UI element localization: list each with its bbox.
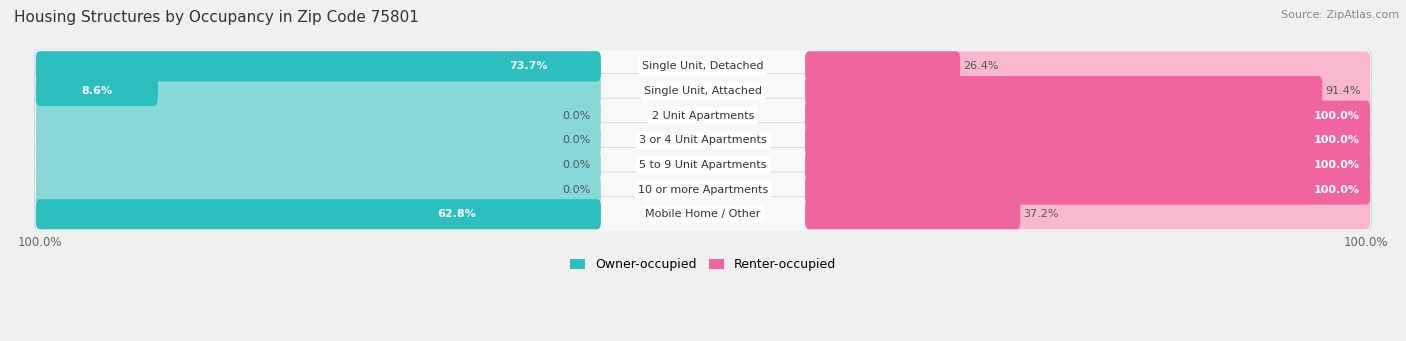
FancyBboxPatch shape <box>35 76 157 106</box>
FancyBboxPatch shape <box>806 51 960 81</box>
FancyBboxPatch shape <box>806 150 1371 180</box>
Text: 100.0%: 100.0% <box>1313 110 1360 121</box>
Text: 2 Unit Apartments: 2 Unit Apartments <box>652 110 754 121</box>
Text: 5 to 9 Unit Apartments: 5 to 9 Unit Apartments <box>640 160 766 170</box>
FancyBboxPatch shape <box>35 101 600 131</box>
FancyBboxPatch shape <box>806 125 1371 155</box>
FancyBboxPatch shape <box>35 74 1371 108</box>
Text: Mobile Home / Other: Mobile Home / Other <box>645 209 761 219</box>
Text: 37.2%: 37.2% <box>1024 209 1059 219</box>
FancyBboxPatch shape <box>35 199 600 229</box>
FancyBboxPatch shape <box>806 76 1371 106</box>
Text: 0.0%: 0.0% <box>562 110 591 121</box>
Text: 26.4%: 26.4% <box>963 61 998 71</box>
FancyBboxPatch shape <box>35 51 600 81</box>
FancyBboxPatch shape <box>806 101 1371 131</box>
Text: 100.0%: 100.0% <box>1313 160 1360 170</box>
FancyBboxPatch shape <box>806 199 1371 229</box>
Legend: Owner-occupied, Renter-occupied: Owner-occupied, Renter-occupied <box>565 253 841 276</box>
FancyBboxPatch shape <box>806 76 1322 106</box>
Text: 0.0%: 0.0% <box>562 184 591 195</box>
FancyBboxPatch shape <box>35 123 1371 158</box>
FancyBboxPatch shape <box>35 199 600 229</box>
Text: 3 or 4 Unit Apartments: 3 or 4 Unit Apartments <box>640 135 766 145</box>
FancyBboxPatch shape <box>35 175 600 205</box>
Text: Source: ZipAtlas.com: Source: ZipAtlas.com <box>1281 10 1399 20</box>
FancyBboxPatch shape <box>35 147 1371 182</box>
FancyBboxPatch shape <box>806 199 1021 229</box>
Text: 0.0%: 0.0% <box>562 160 591 170</box>
FancyBboxPatch shape <box>35 76 600 106</box>
Text: 8.6%: 8.6% <box>82 86 112 96</box>
FancyBboxPatch shape <box>35 172 1371 207</box>
Text: Housing Structures by Occupancy in Zip Code 75801: Housing Structures by Occupancy in Zip C… <box>14 10 419 25</box>
FancyBboxPatch shape <box>35 150 600 180</box>
FancyBboxPatch shape <box>806 101 1371 131</box>
FancyBboxPatch shape <box>806 175 1371 205</box>
FancyBboxPatch shape <box>35 125 600 155</box>
Text: 91.4%: 91.4% <box>1324 86 1361 96</box>
FancyBboxPatch shape <box>35 51 600 81</box>
FancyBboxPatch shape <box>806 125 1371 155</box>
FancyBboxPatch shape <box>806 175 1371 205</box>
FancyBboxPatch shape <box>806 51 1371 81</box>
Text: 100.0%: 100.0% <box>1313 184 1360 195</box>
Text: Single Unit, Detached: Single Unit, Detached <box>643 61 763 71</box>
Text: 10 or more Apartments: 10 or more Apartments <box>638 184 768 195</box>
Text: 73.7%: 73.7% <box>509 61 548 71</box>
FancyBboxPatch shape <box>35 49 1371 84</box>
FancyBboxPatch shape <box>35 197 1371 232</box>
FancyBboxPatch shape <box>806 150 1371 180</box>
Text: Single Unit, Attached: Single Unit, Attached <box>644 86 762 96</box>
Text: 62.8%: 62.8% <box>437 209 475 219</box>
Text: 100.0%: 100.0% <box>1313 135 1360 145</box>
Text: 0.0%: 0.0% <box>562 135 591 145</box>
FancyBboxPatch shape <box>35 98 1371 133</box>
